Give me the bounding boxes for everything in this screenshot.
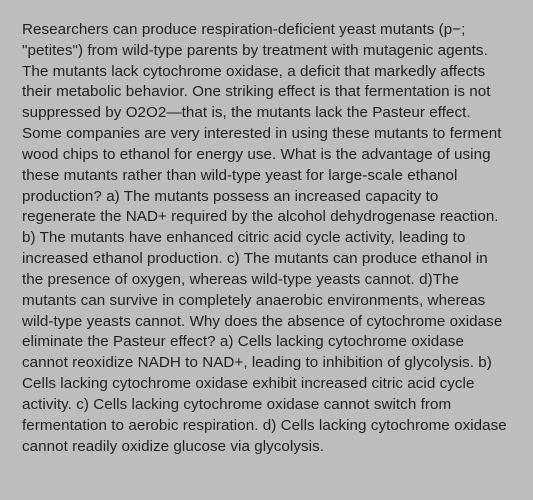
flashcard: Researchers can produce respiration-defi…	[0, 0, 533, 500]
flashcard-text: Researchers can produce respiration-defi…	[22, 20, 511, 457]
